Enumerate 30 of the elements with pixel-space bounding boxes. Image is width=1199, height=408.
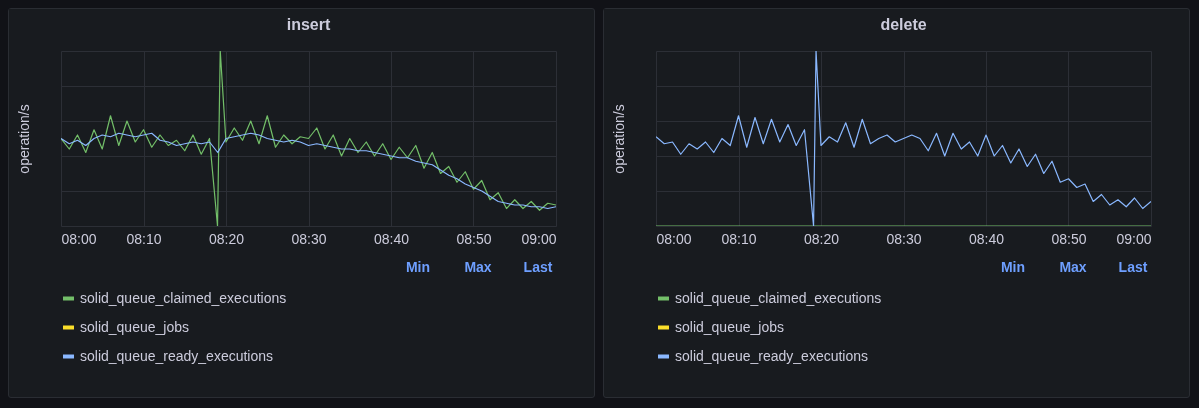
x-tick-label: 08:20 <box>208 230 245 247</box>
x-tick-label: 08:30 <box>291 230 327 247</box>
legend-label: solid_queue_jobs <box>80 318 189 335</box>
x-tick-label: 08:00 <box>656 230 692 247</box>
legend-label: solid_queue_jobs <box>675 318 784 335</box>
y-axis-title: operation/s <box>15 104 32 174</box>
chart-title: insert <box>286 16 331 33</box>
x-tick-label: 08:20 <box>803 230 840 247</box>
x-tick-label: 08:10 <box>721 230 757 247</box>
legend-label: solid_queue_ready_executions <box>80 347 274 364</box>
x-tick-label: 08:30 <box>886 230 922 247</box>
text: Min <box>405 259 431 275</box>
text: Max <box>1059 259 1087 275</box>
y-axis-title: operation/s <box>610 104 627 174</box>
legend-label: solid_queue_ready_executions <box>675 347 869 364</box>
x-tick-label: 08:10 <box>126 230 162 247</box>
x-tick-label: 08:00 <box>61 230 97 247</box>
x-tick-label: 08:50 <box>456 230 492 247</box>
text: Max <box>464 259 492 275</box>
text: Last <box>1118 259 1148 275</box>
text: Last <box>523 259 553 275</box>
x-tick-label: 09:00 <box>521 230 557 247</box>
x-tick-label: 08:40 <box>373 230 410 247</box>
x-tick-label: 08:40 <box>968 230 1005 247</box>
legend-label: solid_queue_claimed_executions <box>675 289 882 306</box>
x-tick-label: 08:50 <box>1051 230 1087 247</box>
x-tick-label: 09:00 <box>1116 230 1152 247</box>
chart-title: delete <box>880 16 927 33</box>
legend-label: solid_queue_claimed_executions <box>80 289 287 306</box>
text: Min <box>1000 259 1026 275</box>
